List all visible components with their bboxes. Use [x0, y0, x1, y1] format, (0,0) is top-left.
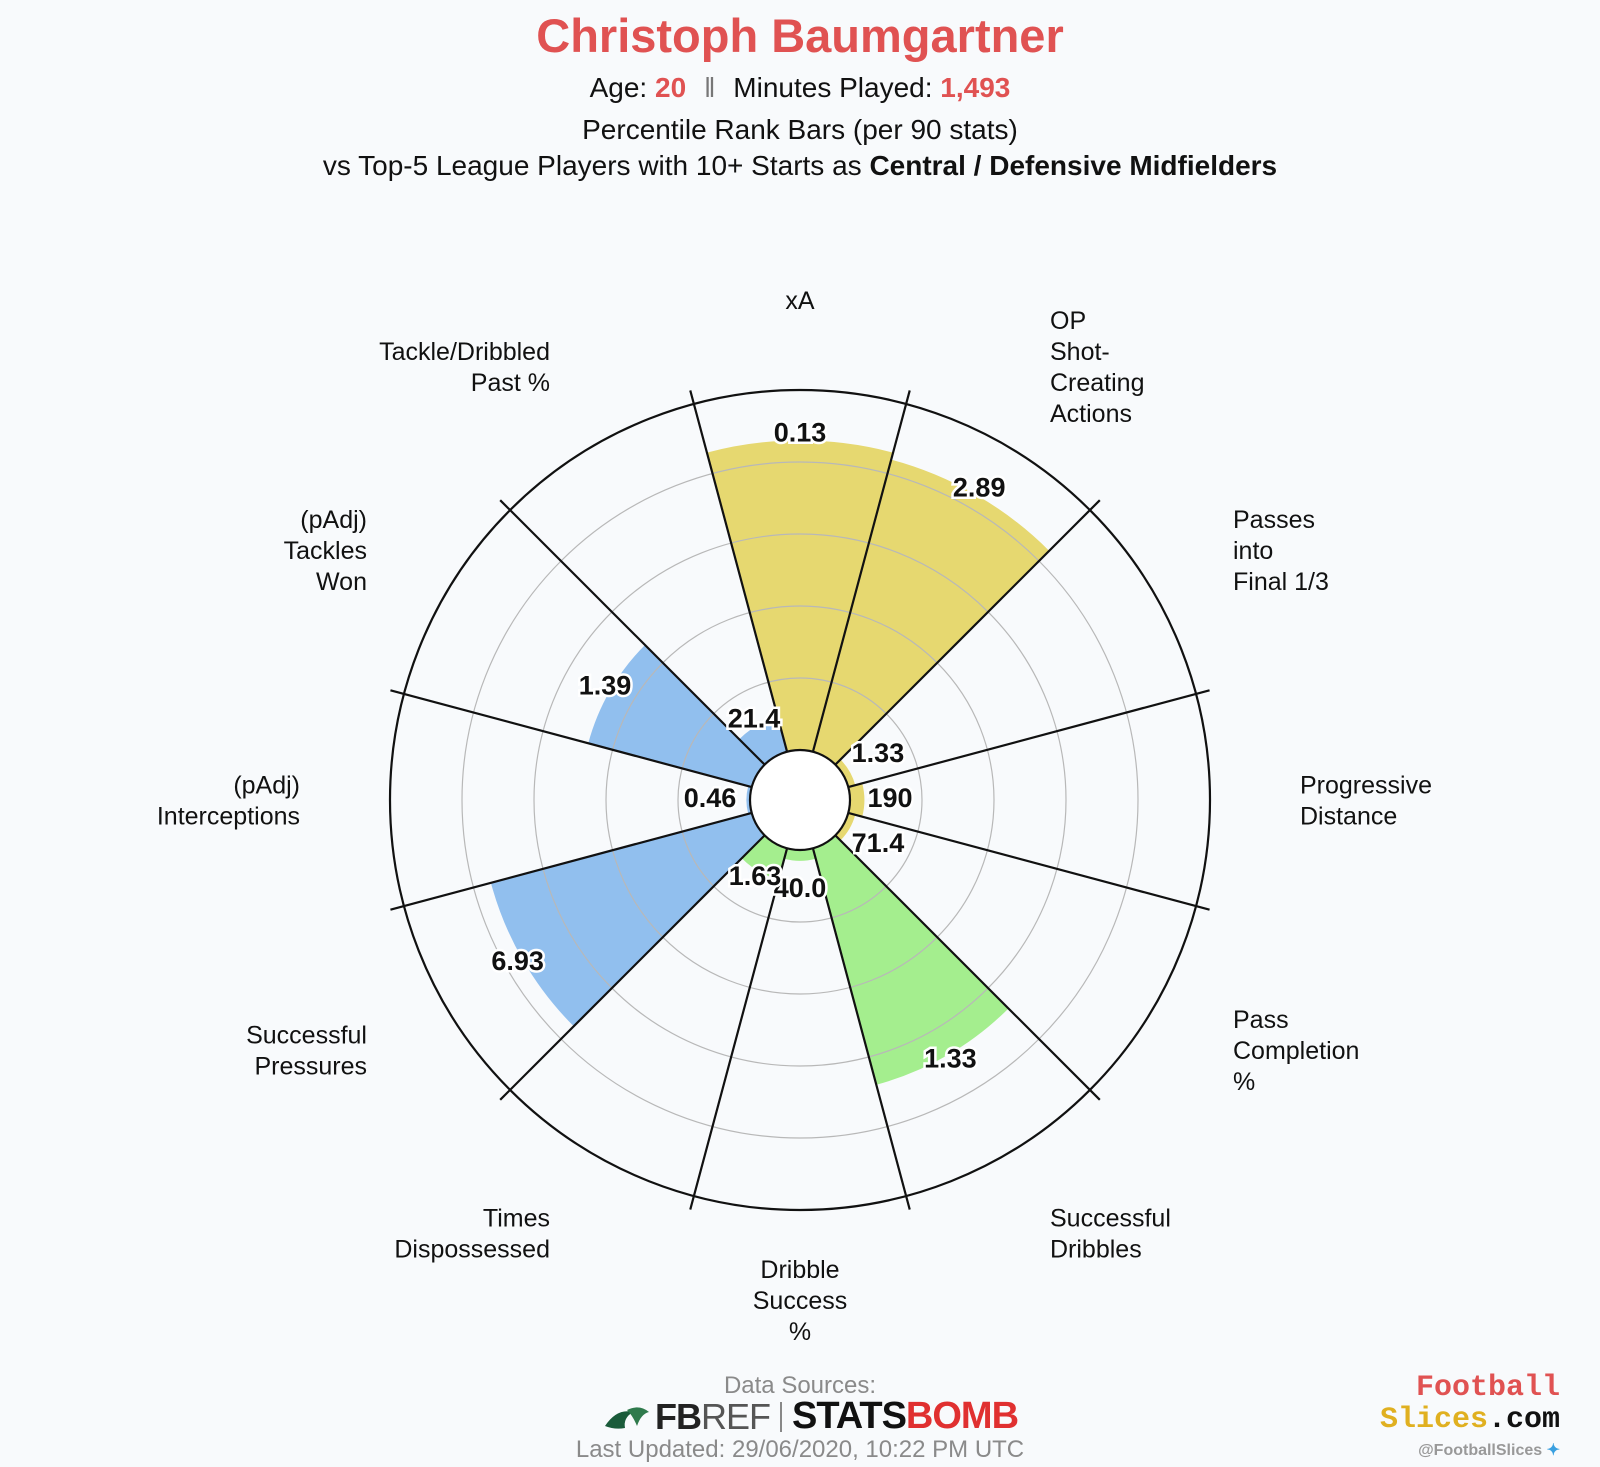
divider-spoke-1 — [834, 499, 1101, 766]
category-label-8: Successful Pressures — [246, 1021, 367, 1080]
value-label-0: 0.13 — [774, 418, 827, 448]
fbref-logo-icon — [605, 1406, 649, 1429]
data-sources-label: Data Sources: — [723, 1372, 877, 1399]
divider-spoke-4 — [834, 834, 1101, 1101]
category-label-3: Progressive Distance — [1300, 771, 1432, 830]
statsbomb-bomb: BOMB — [905, 1395, 1019, 1437]
grid-circle-0 — [677, 677, 923, 923]
center-hole — [748, 748, 852, 852]
divider-spoke-11 — [689, 390, 789, 752]
divider-spoke-8 — [390, 811, 752, 911]
category-label-9: (pAdj) Interceptions — [157, 771, 300, 830]
value-label-7: 1.63 — [729, 861, 782, 891]
value-label-3: 190 — [867, 783, 912, 813]
divider-spoke-7 — [499, 834, 766, 1101]
value-label-9: 0.46 — [684, 783, 737, 813]
category-label-4: Pass Completion% — [1233, 1006, 1359, 1096]
divider-spoke-9 — [390, 689, 752, 789]
chart-subtitle: Percentile Rank Bars (per 90 stats) — [582, 114, 1018, 145]
age-value: 20 — [655, 72, 687, 103]
twitter-handle: @FootballSlices — [1418, 1442, 1543, 1459]
divider-spoke-10 — [499, 499, 766, 766]
divider-spoke-3 — [848, 811, 1210, 911]
bar-4 — [835, 812, 856, 841]
divider-spoke-0 — [811, 390, 911, 752]
statsbomb-logo: STATSBOMB — [792, 1395, 1019, 1438]
category-label-11: Tackle/Dribbled Past % — [379, 338, 550, 397]
comparison-line: vs Top-5 League Players with 10+ Starts … — [0, 150, 1600, 182]
divider-spoke-6 — [689, 848, 789, 1210]
last-updated: Last Updated: 29/06/2020, 10:22 PM UTC — [575, 1436, 1025, 1463]
data-source-logos: FBREF STATSBOMB — [603, 1395, 1019, 1438]
category-label-5: Successful Dribbles — [1050, 1204, 1171, 1263]
brand-line-1: Football — [1415, 1371, 1560, 1405]
bar-2 — [835, 759, 856, 788]
value-label-10: 1.39 — [579, 671, 632, 701]
bar-3 — [848, 783, 865, 817]
fbref-bold: FB — [655, 1395, 702, 1437]
brand-line-2: Slices.com — [1380, 1404, 1560, 1436]
value-label-1: 2.89 — [953, 473, 1006, 503]
comparison-prefix: vs Top-5 League Players with 10+ Starts … — [322, 150, 862, 181]
logo-divider — [780, 1401, 782, 1432]
bar-10 — [588, 645, 765, 788]
grid-circle-2 — [533, 533, 1067, 1067]
bar-5 — [812, 835, 1009, 1085]
twitter-handle-row: @FootballSlices ✦ — [1380, 1440, 1560, 1460]
bar-11 — [739, 716, 788, 765]
category-label-6: Dribble Success% — [753, 1256, 847, 1346]
bar-8 — [490, 812, 765, 1027]
outer-circle — [388, 388, 1212, 1212]
info-separator: ‖ — [703, 72, 716, 103]
category-label-10: (pAdj) Tackles Won — [284, 506, 367, 596]
divider-spoke-5 — [811, 848, 911, 1210]
fbref-light: REF — [701, 1395, 771, 1437]
twitter-bird-icon: ✦ — [1546, 1442, 1560, 1459]
minutes-label: Minutes Played: — [733, 72, 933, 103]
chart-title: Christoph Baumgartner — [536, 9, 1064, 62]
minutes-value: 1,493 — [940, 72, 1011, 103]
divider-spoke-2 — [848, 689, 1210, 789]
category-label-0: xA — [785, 287, 815, 315]
category-label-7: Times Dispossessed — [394, 1204, 550, 1263]
value-label-4: 71.4 — [852, 828, 905, 858]
brand-dotcom: .com — [1487, 1403, 1560, 1437]
player-info-line: Age: 20 ‖ Minutes Played: 1,493 — [0, 72, 1600, 104]
age-label: Age: — [589, 72, 648, 103]
value-label-5: 1.33 — [924, 1044, 977, 1074]
value-label-2: 1.33 — [852, 738, 905, 768]
bar-1 — [812, 459, 1050, 765]
brand-slices: Slices — [1379, 1403, 1488, 1437]
value-label-11: 21.4 — [728, 703, 781, 733]
grid-circle-3 — [461, 461, 1139, 1139]
bar-6 — [784, 848, 816, 861]
footballslices-brand: Football Slices.com @FootballSlices ✦ — [1380, 1372, 1560, 1460]
value-label-6: 40.0 — [774, 873, 827, 903]
fbref-logo: FBREF — [655, 1395, 771, 1438]
statsbomb-stats: STATS — [792, 1395, 907, 1437]
category-label-2: Passes into Final 1/3 — [1233, 506, 1329, 596]
category-label-1: OP Shot-Creating Actions — [1050, 307, 1145, 428]
comparison-position: Central / Defensive Midfielders — [869, 150, 1278, 181]
bar-7 — [741, 835, 788, 880]
bar-0 — [706, 440, 894, 752]
grid-circle-1 — [605, 605, 995, 995]
value-label-8: 6.93 — [491, 946, 544, 976]
